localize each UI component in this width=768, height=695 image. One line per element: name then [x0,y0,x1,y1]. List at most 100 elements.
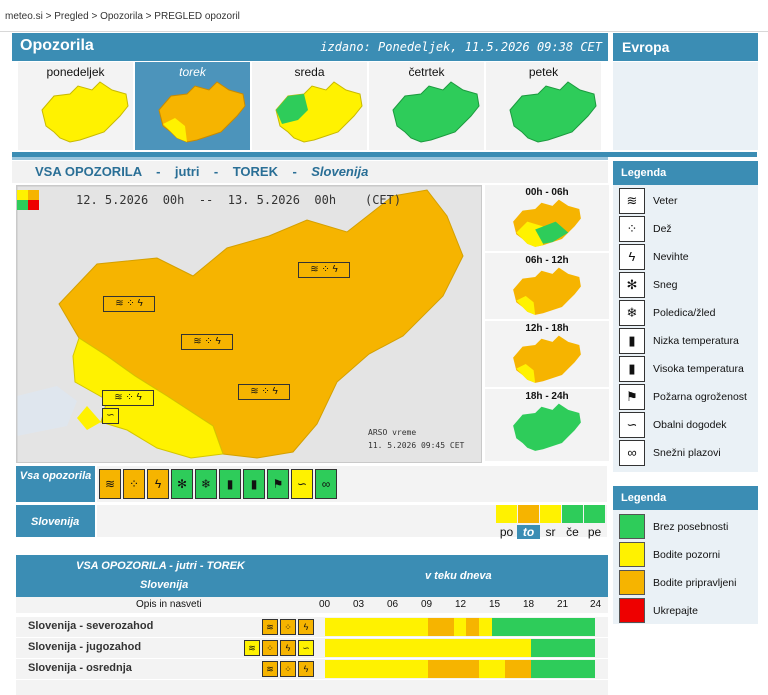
timeline-cell [505,660,519,678]
timeline-cell [440,618,455,636]
timeline-cell [415,618,429,636]
period-06-12[interactable]: 06h - 12h [485,253,609,321]
day-link-sr[interactable]: sr [545,525,556,539]
title-part-region: Slovenija [311,164,369,179]
period-18-24[interactable]: 18h - 24h [485,389,609,463]
legend-title: Legenda [613,161,758,185]
europe-link[interactable]: Evropa [613,33,758,61]
timeline-cell [363,618,377,636]
timeline-cell [337,639,352,657]
coastal-event-icon: ∽ [298,640,314,656]
day-tab-monday[interactable]: ponedeljek [18,62,133,150]
legend-label: Požarna ogroženost [653,391,747,403]
table-in-day: v teku dneva [425,570,492,582]
hour-label: 06 [387,599,399,610]
high-temperature-icon[interactable]: ▮ [243,469,265,499]
timeline-cell [466,618,480,636]
level-indicator-red [28,200,39,210]
wind-icon: ≋ [262,619,278,635]
breadcrumb-pregled-opozoril[interactable]: PREGLED opozoril [154,11,240,22]
legend-label: Obalni dogodek [653,419,727,431]
day-tab-thursday[interactable]: četrtek [369,62,484,150]
table-row[interactable]: Slovenija - jugozahod ≋ ⁘ ϟ ∽ [16,638,608,658]
legend-levels: Legenda Brez posebnosti Bodite pozorni B… [613,486,758,624]
coastal-event-icon[interactable]: ∽ [291,469,313,499]
timeline-cell [517,660,532,678]
table-row[interactable]: Slovenija - osrednja ≋ ⁘ ϟ [16,659,608,679]
timeline-cell [517,639,532,657]
region-name: Slovenija - severozahod [28,620,154,632]
hour-label: 18 [523,599,535,610]
level-swatch [619,514,645,539]
region-warning-icons[interactable]: ≋ ⁘ ϟ [181,334,233,350]
legend-label: Brez posebnosti [653,521,729,533]
hour-label: 09 [421,599,433,610]
timeline-cell [569,660,583,678]
map-source: ARSO vreme 11. 5.2026 09:45 CET [368,426,464,452]
day-link-ce[interactable]: če [566,525,579,539]
day-link-pe[interactable]: pe [587,525,602,539]
legend-item-fire: ⚑ Požarna ogroženost [619,384,749,410]
thunderstorm-icon[interactable]: ϟ [147,469,169,499]
timeline-cell [350,618,365,636]
day-link-po[interactable]: po [499,525,514,539]
rain-icon: ⁘ [619,216,645,242]
avalanche-icon: ∞ [619,440,645,466]
timeline-cell [415,660,429,678]
period-12-18[interactable]: 12h - 18h [485,321,609,389]
rain-icon[interactable]: ⁘ [123,469,145,499]
legend-types-body: ≋ Veter ⁘ Dež ϟ Nevihte ✻ Sneg ❄ Poledica/žle… [613,185,758,472]
avalanche-icon[interactable]: ∞ [315,469,337,499]
period-00-06[interactable]: 00h - 06h [485,185,609,253]
legend-item-ice: ❄ Poledica/žled [619,300,749,326]
main-warning-map[interactable] [16,185,482,463]
legend-label: Bodite pozorni [653,549,721,561]
timeline-cell [530,618,545,636]
timeline-cell [466,660,480,678]
region-warning-icons[interactable]: ≋ ⁘ ϟ [102,390,154,406]
description-link[interactable]: Opis in nasveti [136,599,202,610]
legend-item-snow: ✻ Sneg [619,272,749,298]
day-tab-wednesday[interactable]: sreda [252,62,367,150]
timeline-cell [517,618,532,636]
timeline-cell [543,639,557,657]
period-mini-map [513,199,581,247]
slovenija-label: Slovenija [16,505,95,537]
timeline-cell [556,618,570,636]
breadcrumb-pregled[interactable]: Pregled [54,11,89,22]
coastal-event-icon: ∽ [619,412,645,438]
region-warning-icons[interactable]: ≋ ⁘ ϟ [103,296,155,312]
legend-label: Nevihte [653,251,689,263]
table-row[interactable]: Slovenija - severozahod ≋ ⁘ ϟ [16,617,608,637]
fire-danger-icon[interactable]: ⚑ [267,469,289,499]
hour-label: 00 [319,599,331,610]
hour-label: 12 [455,599,467,610]
day-tab-label: torek [179,65,206,79]
coastal-warning-icon[interactable]: ∽ [102,408,119,424]
ice-icon: ❄ [619,300,645,326]
low-temperature-icon[interactable]: ▮ [219,469,241,499]
period-mini-map [513,335,581,383]
timeline-cell [569,618,583,636]
period-label: 00h - 06h [525,187,569,198]
day-tab-tuesday[interactable]: torek [135,62,250,150]
snow-icon: ✻ [619,272,645,298]
breadcrumb-meteo[interactable]: meteo.si [5,11,43,22]
breadcrumb-opozorila[interactable]: Opozorila [100,11,143,22]
timeline-cell [479,660,493,678]
wind-icon[interactable]: ≋ [99,469,121,499]
timeline-cell [350,660,365,678]
thunderstorm-icon: ϟ [298,661,314,677]
day-tab-friday[interactable]: petek [486,62,601,150]
ice-icon[interactable]: ❄ [195,469,217,499]
wind-icon: ≋ [244,640,260,656]
timeline-cell [453,639,467,657]
map-source-name: ARSO vreme [368,428,417,437]
timeline-cell [453,618,467,636]
timeline-cell [530,660,545,678]
timeline-cell [325,660,339,678]
snow-icon[interactable]: ✻ [171,469,193,499]
day-link-to[interactable]: to [517,525,540,539]
region-warning-icons[interactable]: ≋ ⁘ ϟ [298,262,350,278]
region-warning-icons[interactable]: ≋ ⁘ ϟ [238,384,290,400]
